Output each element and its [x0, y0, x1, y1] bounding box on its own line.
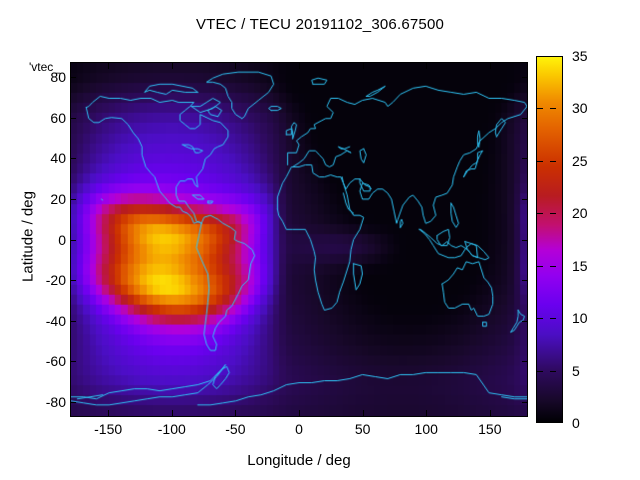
colorbar-tickmark [537, 108, 543, 110]
y-axis-tickmark [522, 198, 528, 200]
y-axis-tick-0: 0 [58, 231, 66, 248]
y-axis-tick-20: 20 [50, 190, 66, 207]
map-plot-area [70, 62, 528, 417]
colorbar-tick-0: 0 [572, 415, 580, 431]
y-axis-tick-60: 60 [50, 109, 66, 126]
y-axis-tick-80: 80 [50, 69, 66, 86]
y-axis-tickmark [70, 401, 76, 403]
y-axis-tickmark [522, 361, 528, 363]
x-axis-tickmark [489, 410, 491, 416]
y-axis-tickmark [70, 320, 76, 322]
x-axis-tickmark [235, 63, 237, 69]
y-axis-tickmark [70, 77, 76, 79]
x-axis-tick-100: 100 [414, 421, 438, 437]
coastline-overlay [71, 63, 527, 416]
y-axis-tickmark [522, 77, 528, 79]
x-axis-tick-0: 0 [295, 421, 303, 437]
y-axis-tickmark [70, 239, 76, 241]
colorbar-tickmark [550, 108, 556, 110]
x-axis-ticklabels: -150 -100 -50 0 50 100 150 [70, 421, 528, 443]
x-axis-tickmark [171, 410, 173, 416]
x-axis-title: Longitude / deg [247, 452, 351, 469]
colorbar-tick-10: 10 [572, 310, 588, 327]
x-axis-tick-50: 50 [354, 421, 371, 437]
x-axis-tickmark [299, 410, 300, 416]
y-axis-tickmark [522, 239, 528, 241]
vtec-legend-artifact: 'vtec_ [29, 60, 60, 74]
x-axis-tickmark [362, 410, 364, 416]
y-axis-tickmark [70, 117, 76, 119]
y-axis-tickmark [70, 158, 76, 160]
x-axis-tickmark [426, 410, 428, 416]
x-axis-tick-neg150: -150 [94, 421, 123, 437]
colorbar-tickmark [550, 265, 556, 267]
colorbar-gradient [537, 57, 562, 422]
y-axis-tickmark [522, 117, 528, 119]
y-axis-tickmark [70, 361, 76, 363]
colorbar-tick-35: 35 [572, 48, 588, 64]
colorbar-tick-30: 30 [572, 100, 588, 117]
colorbar-tickmark [537, 265, 543, 267]
colorbar-tickmark [550, 370, 556, 372]
colorbar-tickmark [537, 213, 543, 215]
colorbar-tickmark [537, 160, 543, 162]
colorbar-tickmark [537, 370, 543, 372]
x-axis-tick-150: 150 [478, 421, 502, 437]
x-axis-tick-neg50: -50 [225, 421, 246, 437]
x-axis-tickmark [362, 63, 364, 69]
colorbar-tickmark [537, 318, 543, 320]
y-axis-tick--80: -80 [45, 393, 66, 410]
y-axis-tickmark [70, 280, 76, 282]
y-axis-tick-40: 40 [50, 150, 66, 167]
y-axis-ticklabels: 80 60 40 20 0 -20 -40 -60 -80 [18, 62, 66, 417]
y-axis-tick--60: -60 [45, 353, 66, 370]
y-axis-tickmark [522, 401, 528, 403]
y-axis-title: Latitude / deg [19, 191, 37, 282]
x-axis-tickmark [489, 63, 491, 69]
x-axis-tickmark [299, 63, 300, 69]
x-axis-tickmark [108, 410, 110, 416]
x-axis-tickmark [108, 63, 110, 69]
x-axis-tickmark [171, 63, 173, 69]
y-axis-tickmark [522, 158, 528, 160]
colorbar-tick-20: 20 [572, 205, 588, 222]
y-axis-tickmark [70, 198, 76, 200]
chart-title: VTEC / TECU 20191102_306.67500 [195, 16, 445, 33]
colorbar-tickmark [550, 318, 556, 320]
x-axis-tickmark [235, 410, 237, 416]
colorbar-tickmark [550, 160, 556, 162]
x-axis-tickmark [426, 63, 428, 69]
colorbar [536, 56, 563, 423]
colorbar-tick-5: 5 [572, 362, 580, 379]
colorbar-tickmark [550, 213, 556, 215]
y-axis-tickmark [522, 320, 528, 322]
colorbar-tick-25: 25 [572, 152, 588, 169]
y-axis-tick--20: -20 [45, 272, 66, 289]
colorbar-tick-15: 15 [572, 257, 588, 274]
y-axis-tickmark [522, 280, 528, 282]
x-axis-tick-neg100: -100 [157, 421, 186, 437]
y-axis-tick--40: -40 [45, 312, 66, 329]
